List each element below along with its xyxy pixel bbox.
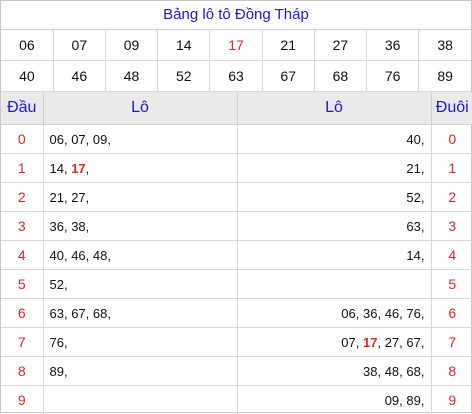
number-cell: 46 xyxy=(53,61,105,92)
dau-cell: 0 xyxy=(1,125,43,154)
dau-cell: 4 xyxy=(1,241,43,270)
number-cell: 63 xyxy=(210,61,262,92)
header-lo-left: Lô xyxy=(43,92,237,125)
number-cell: 38 xyxy=(419,30,471,61)
board-title: Bảng lô tô Đồng Tháp xyxy=(1,1,471,30)
duoi-cell: 5 xyxy=(431,270,472,299)
lo-left-cell: 06, 07, 09, xyxy=(43,125,237,154)
number-cell: 07 xyxy=(53,30,105,61)
lo-left-cell: 21, 27, xyxy=(43,183,237,212)
lo-left-cell: 40, 46, 48, xyxy=(43,241,237,270)
number-cell: 17 xyxy=(210,30,262,61)
dau-cell: 5 xyxy=(1,270,43,299)
dau-cell: 1 xyxy=(1,154,43,183)
lo-left-cell: 63, 67, 68, xyxy=(43,299,237,328)
duoi-cell: 8 xyxy=(431,357,472,386)
lo-right-cell: 40, xyxy=(237,125,431,154)
number-cell: 76 xyxy=(367,61,419,92)
duoi-cell: 6 xyxy=(431,299,472,328)
header-dau: Đầu xyxy=(1,92,43,125)
highlighted-number: 17 xyxy=(71,161,85,176)
lo-right-cell: 07, 17, 27, 67, xyxy=(237,328,431,357)
number-cell: 67 xyxy=(262,61,314,92)
dau-cell: 3 xyxy=(1,212,43,241)
duoi-cell: 3 xyxy=(431,212,472,241)
lo-right-cell xyxy=(237,270,431,299)
lo-left-cell: 52, xyxy=(43,270,237,299)
header-duoi: Đuôi xyxy=(431,92,472,125)
lo-left-cell: 14, 17, xyxy=(43,154,237,183)
duoi-cell: 1 xyxy=(431,154,472,183)
dau-cell: 2 xyxy=(1,183,43,212)
duoi-cell: 9 xyxy=(431,386,472,414)
dau-cell: 9 xyxy=(1,386,43,414)
number-cell: 21 xyxy=(262,30,314,61)
number-cell: 09 xyxy=(105,30,157,61)
dau-cell: 7 xyxy=(1,328,43,357)
number-cell: 36 xyxy=(367,30,419,61)
duoi-cell: 4 xyxy=(431,241,472,270)
number-cell: 68 xyxy=(314,61,366,92)
duoi-cell: 0 xyxy=(431,125,472,154)
lo-left-cell xyxy=(43,386,237,414)
dau-cell: 8 xyxy=(1,357,43,386)
lo-right-cell: 63, xyxy=(237,212,431,241)
loto-header-row: Đầu Lô Lô Đuôi xyxy=(1,92,472,125)
lo-left-cell: 36, 38, xyxy=(43,212,237,241)
dau-cell: 6 xyxy=(1,299,43,328)
lo-left-cell: 76, xyxy=(43,328,237,357)
number-cell: 52 xyxy=(158,61,210,92)
number-cell: 40 xyxy=(1,61,53,92)
number-cell: 89 xyxy=(419,61,471,92)
number-cell: 48 xyxy=(105,61,157,92)
highlighted-number: 17 xyxy=(363,335,377,350)
number-cell: 27 xyxy=(314,30,366,61)
lo-right-cell: 14, xyxy=(237,241,431,270)
lo-right-cell: 38, 48, 68, xyxy=(237,357,431,386)
lo-right-cell: 21, xyxy=(237,154,431,183)
header-lo-right: Lô xyxy=(237,92,431,125)
lo-left-cell: 89, xyxy=(43,357,237,386)
lo-right-cell: 09, 89, xyxy=(237,386,431,414)
lo-right-cell: 06, 36, 46, 76, xyxy=(237,299,431,328)
duoi-cell: 2 xyxy=(431,183,472,212)
number-cell: 14 xyxy=(158,30,210,61)
duoi-cell: 7 xyxy=(431,328,472,357)
number-cell: 06 xyxy=(1,30,53,61)
lo-right-cell: 52, xyxy=(237,183,431,212)
